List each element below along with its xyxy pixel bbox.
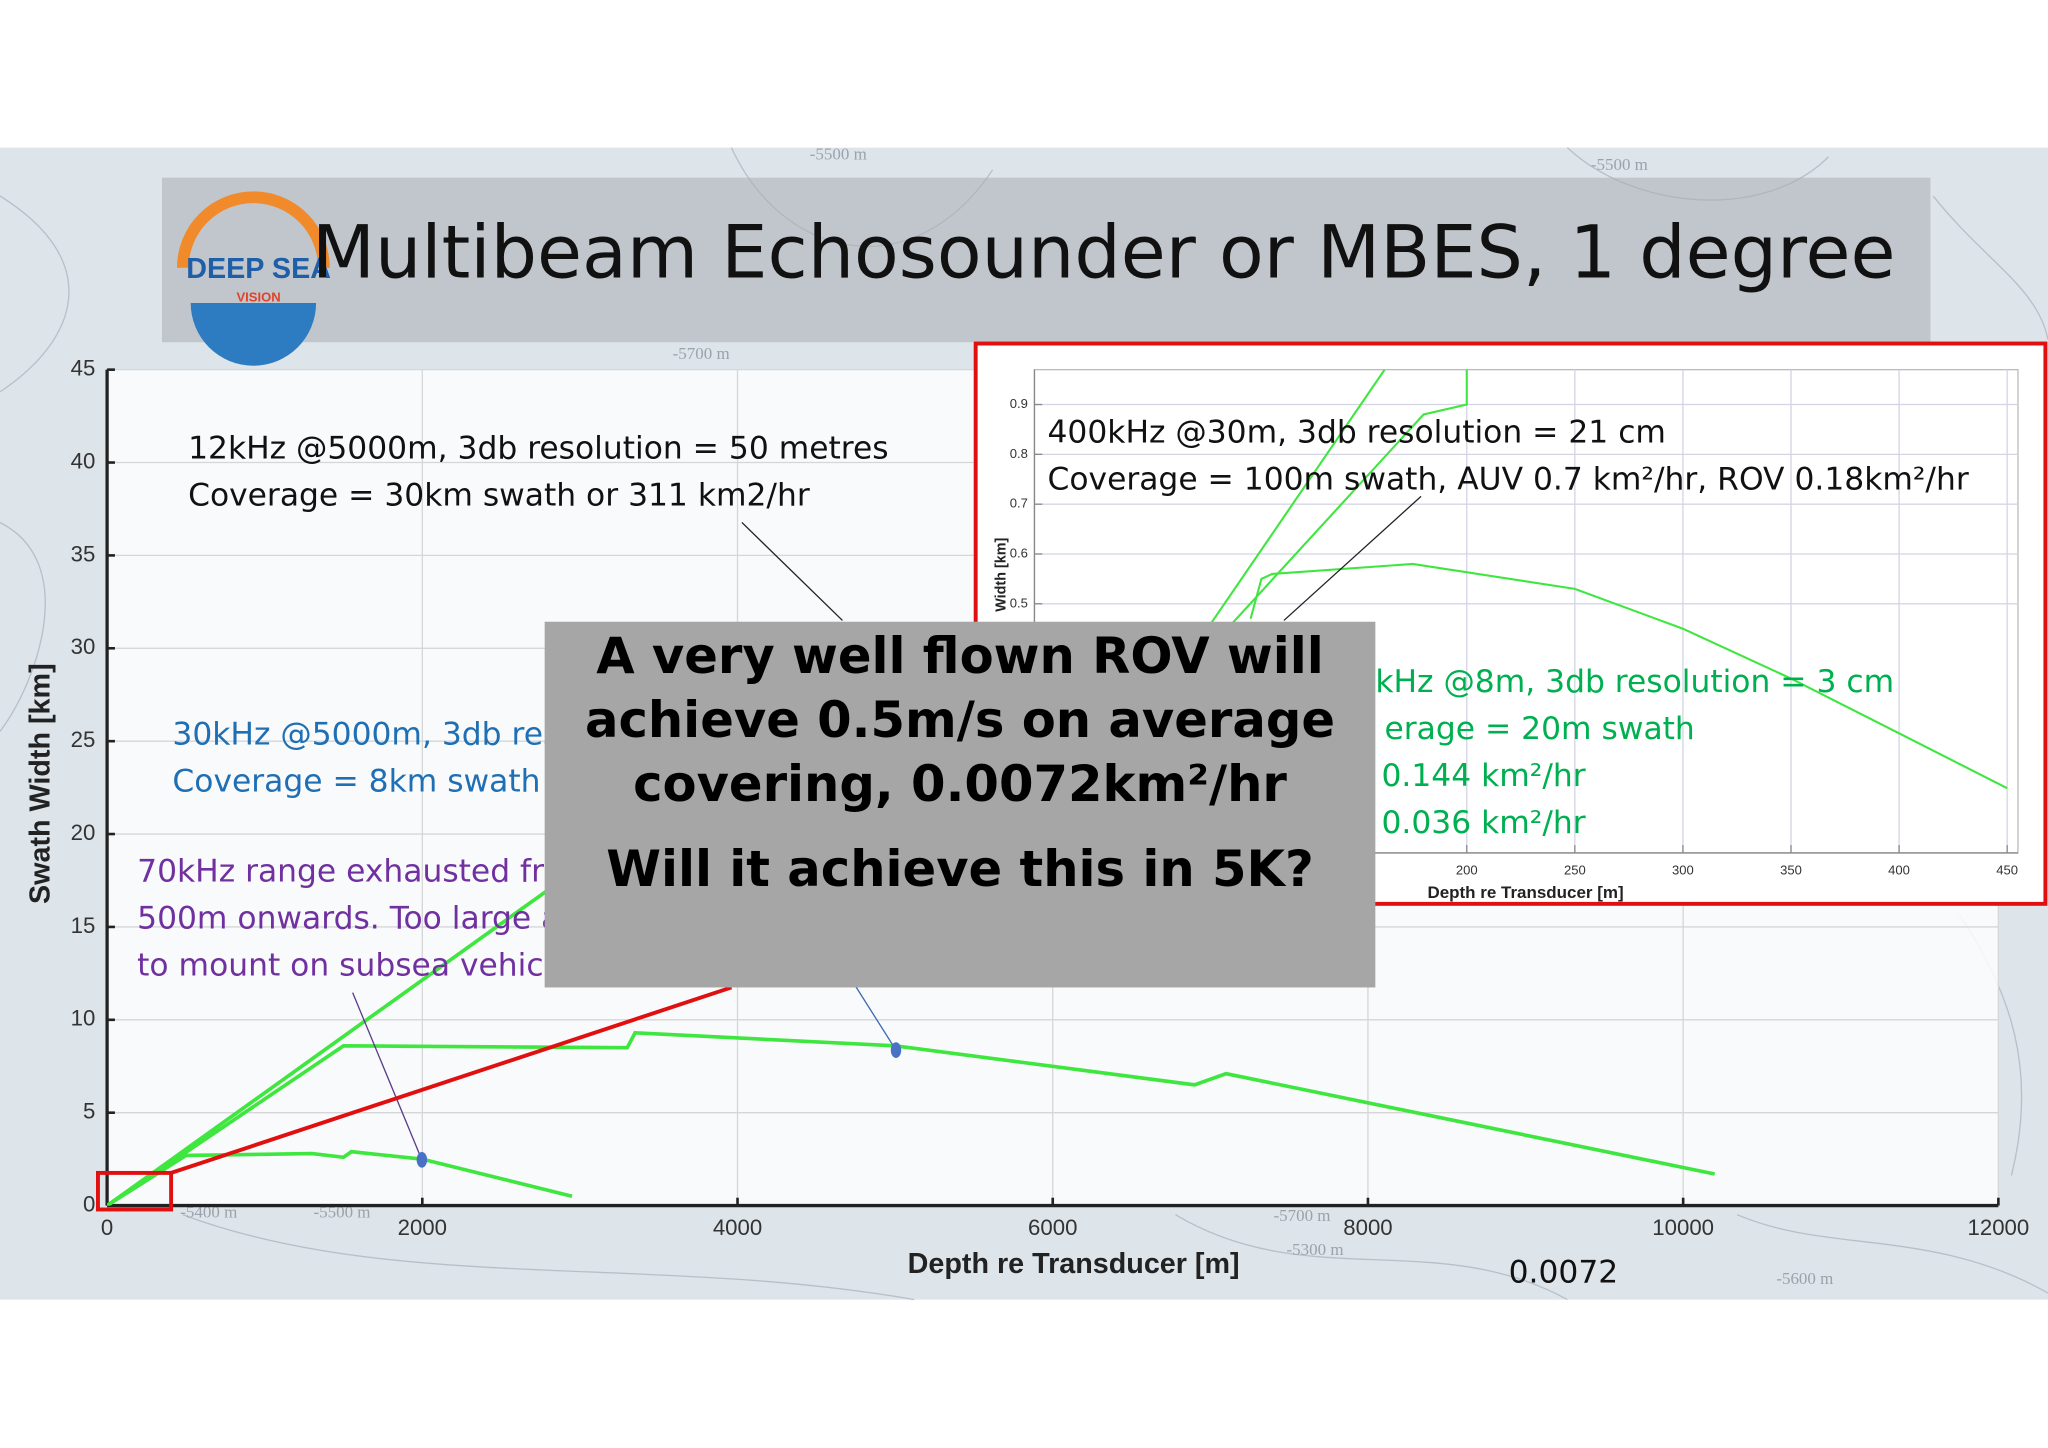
annotation-text: / 0.036 km²/hr (1361, 805, 1586, 841)
annotation-text: Coverage = 8km swath c (172, 763, 567, 799)
map-label: -5500 m (810, 144, 867, 163)
annotation-text: to mount on subsea vehicl (137, 948, 552, 984)
x-tick-label: 450 (1996, 863, 2018, 878)
annotation-text: Coverage = 30km swath or 311 km2/hr (188, 477, 810, 513)
annotation-text: kHz @8m, 3db resolution = 3 cm (1375, 664, 1894, 700)
callout: A very well flown ROV will achieve 0.5m/… (585, 627, 1335, 898)
logo-arc (176, 191, 330, 268)
callout-box (544, 621, 1376, 988)
annotation-text: 30kHz @5000m, 3db res (172, 716, 559, 752)
map-label: -5300 m (1287, 1240, 1344, 1259)
map-label: -5700 m (1273, 1206, 1330, 1225)
map-label: -5600 m (1776, 1269, 1833, 1288)
pointer-line (854, 985, 897, 1051)
x-tick-label: 4000 (713, 1215, 762, 1240)
x-tick-label: 200 (1456, 863, 1478, 878)
logo: DEEP SEA VISION (176, 191, 331, 366)
slide-title: Multibeam Echosounder or MBES, 1 degree (312, 210, 1896, 295)
y-tick-label: 30 (71, 634, 96, 659)
y-tick-label: 0.9 (1010, 396, 1028, 411)
logo-bowl (190, 303, 317, 366)
zoom-connector (170, 985, 733, 1175)
x-axis-label: Depth re Transducer [m] (908, 1248, 1240, 1280)
y-tick-label: 20 (71, 820, 96, 845)
x-tick-label: 0 (101, 1215, 113, 1240)
y-tick-label: 5 (83, 1099, 95, 1124)
y-tick-label: 0.5 (1010, 595, 1028, 610)
x-tick-label: 250 (1564, 863, 1586, 878)
x-tick-label: 350 (1780, 863, 1802, 878)
y-tick-label: 0.6 (1010, 545, 1028, 560)
x-tick-label: 6000 (1028, 1215, 1077, 1240)
x-axis-label: Depth re Transducer [m] (1427, 883, 1623, 902)
pointer-line (741, 521, 843, 621)
callout-line: Will it achieve this in 5K? (606, 840, 1314, 898)
series-line (107, 888, 550, 1206)
x-tick-label: 2000 (398, 1215, 447, 1240)
pointer-line (1283, 495, 1422, 621)
annotation-text: 500m onwards. Too large a (137, 901, 560, 937)
y-tick-label: 45 (71, 356, 96, 381)
y-tick-label: 10 (71, 1006, 96, 1031)
map-label: -5500 m (1591, 155, 1648, 174)
series-line (1249, 562, 2008, 790)
pointer-line (352, 992, 423, 1161)
y-tick-label: 0.7 (1010, 496, 1028, 511)
x-tick-label: 10000 (1652, 1215, 1714, 1240)
y-axis-label: Swath Width [km] (24, 663, 56, 904)
y-tick-label: 35 (71, 541, 96, 566)
series-line (1217, 369, 1468, 640)
logo-text: DEEP SEA (186, 253, 331, 285)
series-line (107, 1030, 1716, 1206)
annotation-text: Coverage = 100m swath, AUV 0.7 km²/hr, R… (1048, 462, 1969, 498)
y-tick-label: 15 (71, 913, 96, 938)
zoom-box (96, 1170, 174, 1212)
annotation-text: erage = 20m swath (1384, 711, 1694, 747)
annotation-text: 70kHz range exhausted fro (137, 854, 562, 890)
y-tick-label: 40 (71, 448, 96, 473)
callout-line: A very well flown ROV will (596, 627, 1324, 685)
annotation-text: 12kHz @5000m, 3db resolution = 50 metres (188, 430, 889, 466)
title-bar (161, 177, 1931, 343)
y-tick-label: 0.8 (1010, 446, 1028, 461)
logo-text: VISION (236, 289, 280, 304)
annotation-text: 400kHz @30m, 3db resolution = 21 cm (1048, 415, 1666, 451)
y-axis-label: Width [km] (994, 538, 1010, 612)
pointer-dot (416, 1152, 428, 1168)
callout-line: covering, 0.0072km²/hr (633, 755, 1287, 813)
x-tick-label: 300 (1672, 863, 1694, 878)
map-label: -5700 m (673, 344, 730, 363)
pointer-dot (890, 1042, 902, 1058)
series-line (1206, 369, 1386, 630)
footnote: 0.0072 (1509, 1254, 1619, 1290)
x-tick-label: 12000 (1968, 1215, 2030, 1240)
annotations: 12kHz @5000m, 3db resolution = 50 metres… (137, 415, 1969, 984)
annotation-text: / 0.144 km²/hr (1361, 758, 1586, 794)
y-tick-label: 0 (83, 1191, 95, 1216)
callout-line: achieve 0.5m/s on average (585, 691, 1335, 749)
pointers (352, 495, 1422, 1161)
chart: 200 250 300 350 400 450 0.5 0.6 0.7 0.8 0.9 Depth r… (973, 341, 2048, 906)
x-tick-label: 400 (1888, 863, 1910, 878)
y-tick-label: 25 (71, 727, 96, 752)
x-tick-label: 8000 (1343, 1215, 1392, 1240)
